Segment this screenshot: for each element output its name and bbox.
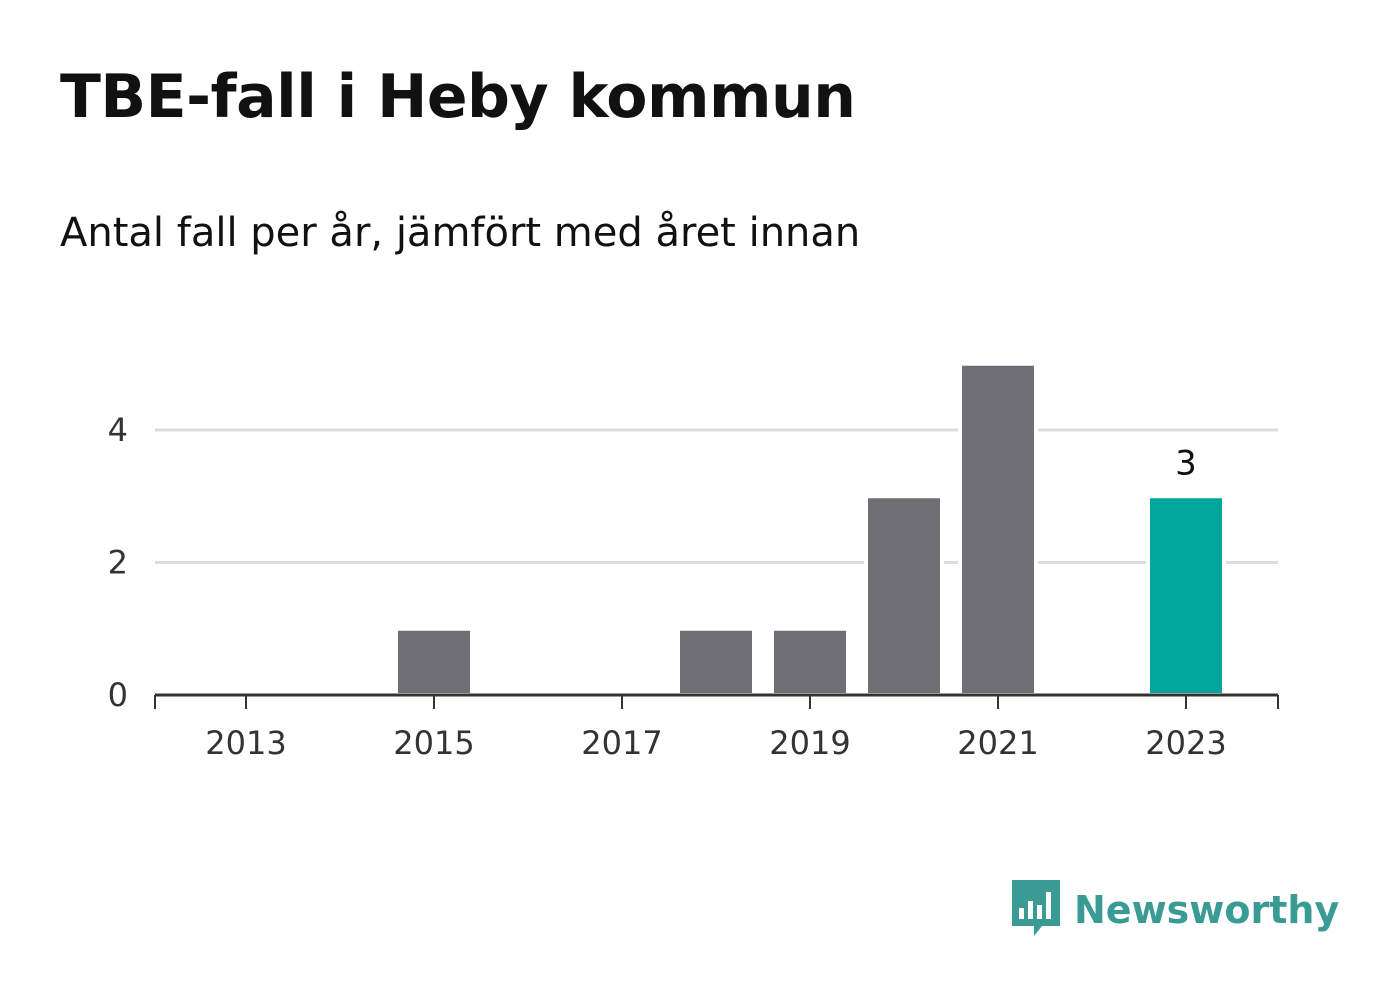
y-tick-label: 4 (108, 411, 128, 449)
x-tick-label: 2023 (1145, 724, 1226, 762)
x-tick-label: 2015 (393, 724, 474, 762)
gridlines (155, 428, 1278, 564)
bars (394, 361, 1226, 697)
x-tick-label: 2017 (581, 724, 662, 762)
y-tick-label: 0 (108, 676, 128, 714)
y-tick-label: 2 (108, 544, 128, 582)
x-tick-label: 2019 (769, 724, 850, 762)
bar (394, 626, 474, 697)
bar (676, 626, 756, 697)
chart-title: TBE-fall i Heby kommun (60, 62, 856, 132)
data-label: 3 (1175, 443, 1197, 483)
chart-subtitle: Antal fall per år, jämfört med året inna… (60, 210, 861, 256)
bar (864, 494, 944, 697)
bar (770, 626, 850, 697)
bar-chart-speech-bubble-icon (1012, 880, 1060, 936)
brand-logo: Newsworthy (1010, 878, 1339, 942)
x-tick-label: 2021 (957, 724, 1038, 762)
bar-highlight (1146, 494, 1226, 697)
bar (958, 361, 1038, 697)
brand-name: Newsworthy (1074, 888, 1340, 932)
labels: 0 2 4 2013 2015 2017 2019 2021 2023 3 (108, 411, 1227, 762)
x-tick-label: 2013 (205, 724, 286, 762)
x-axis (154, 693, 1279, 709)
